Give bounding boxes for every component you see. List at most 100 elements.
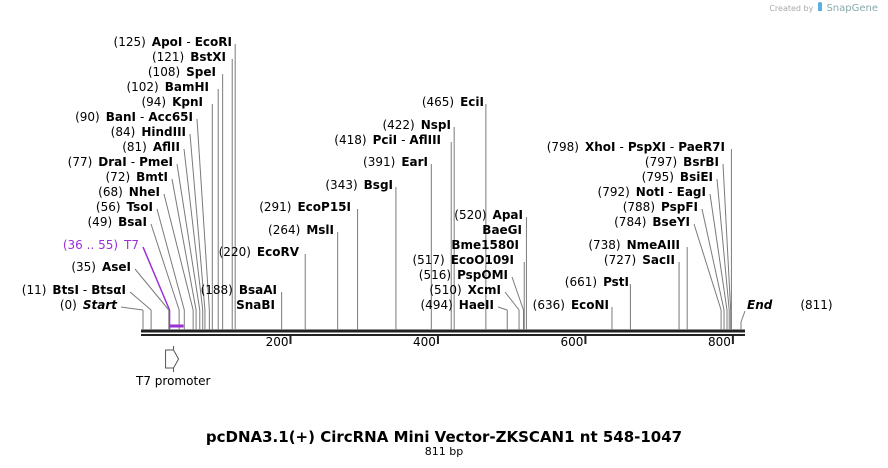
enzyme-name: SacII: [642, 253, 675, 267]
t7-promoter-arrow-icon[interactable]: [165, 349, 180, 369]
enzyme-name: TsoI: [126, 200, 153, 214]
enzyme-name: BsaAI: [238, 283, 277, 297]
leader-line: [142, 246, 171, 311]
site-label-pspfi[interactable]: (788) PspFI: [623, 200, 698, 214]
credit-brand: SnapGene: [826, 3, 878, 14]
site-label-ecoo109i[interactable]: (517) EcoO109I: [412, 253, 514, 267]
site-label-ecii[interactable]: (465) EciI: [422, 95, 484, 109]
leader-line: [163, 193, 194, 311]
site-position: (788): [622, 200, 656, 214]
site-position: (11): [21, 283, 47, 297]
site-position: (494): [420, 298, 453, 312]
leader-line: [150, 223, 180, 311]
site-label-bsai[interactable]: (49) BsaI: [88, 215, 148, 229]
site-label-bme1580i[interactable]: Bme1580I: [451, 238, 519, 252]
site-label-nspi[interactable]: (422) NspI: [382, 118, 451, 132]
site-label-bsgi[interactable]: (343) BsgI: [325, 178, 393, 192]
site-label-nhei[interactable]: (68) NheI: [98, 185, 160, 199]
axis-tick-label: 600: [560, 335, 584, 349]
enzyme-name: EcoNI: [570, 298, 609, 312]
site-label-xhoi[interactable]: (798) XhoI - PspXI - PaeR7I: [547, 140, 725, 154]
end-position: (811): [800, 298, 833, 312]
site-label-bani[interactable]: (90) BanI - Acc65I: [75, 110, 193, 124]
enzyme-name: XhoI: [584, 140, 616, 154]
name-separator: -: [668, 185, 673, 199]
enzyme-name: HindIII: [141, 125, 186, 139]
site-position: (510): [429, 283, 462, 297]
site-label-pcii[interactable]: (418) PciI - AflIII: [334, 133, 441, 147]
site-label-apai[interactable]: (520) ApaI: [454, 208, 523, 222]
enzyme-name: SnaBI: [236, 298, 275, 312]
site-position: (102): [126, 80, 159, 94]
name-separator: -: [401, 133, 406, 147]
site-label-ecop15i[interactable]: (291) EcoP15I: [259, 200, 351, 214]
site-position: (291): [259, 200, 292, 214]
site-label-kpni[interactable]: (94) KpnI: [141, 95, 203, 109]
enzyme-name: Bme1580I: [451, 238, 519, 252]
site-position: (798): [546, 140, 579, 154]
site-label-drai[interactable]: (77) DraI - PmeI: [68, 155, 173, 169]
site-label-bstxi[interactable]: (121) BstXI: [152, 50, 226, 64]
site-label-bsaai[interactable]: (188) BsaAI: [201, 283, 277, 297]
end-label[interactable]: End (811): [747, 298, 833, 312]
site-label-msli[interactable]: (264) MslI: [268, 223, 334, 237]
site-label-apoi[interactable]: (125) ApoI - EcoRI: [114, 35, 232, 49]
site-label-noti[interactable]: (792) NotI - EagI: [598, 185, 706, 199]
site-label-tsoi[interactable]: (56) TsoI: [96, 200, 153, 214]
site-label-asei[interactable]: (35) AseI: [71, 260, 131, 274]
site-position: (188): [200, 283, 233, 297]
site-label-nmeaiii[interactable]: (738) NmeAIII: [588, 238, 680, 252]
site-position: (797): [644, 155, 678, 169]
site-label-bmti[interactable]: (72) BmtI: [106, 170, 169, 184]
site-label-xcmi[interactable]: (510) XcmI: [429, 283, 501, 297]
enzyme-name: BstXI: [190, 50, 226, 64]
site-label-psti[interactable]: (661) PstI: [565, 275, 629, 289]
enzyme-name: BsrBI: [683, 155, 719, 169]
site-position: (56): [95, 200, 121, 214]
site-position: (121): [151, 50, 185, 64]
enzyme-name: EcoRI: [194, 35, 232, 49]
site-label-t7[interactable]: (36 .. 55) T7: [63, 238, 139, 252]
site-label-btsi[interactable]: (11) BtsI - BtsαI: [22, 283, 126, 297]
name-separator: -: [186, 35, 191, 49]
axis-tick-label: 200: [265, 335, 289, 349]
site-label-start[interactable]: (0) Start: [60, 298, 117, 312]
site-label-baegi[interactable]: BaeGI: [482, 223, 522, 237]
leader-line: [171, 178, 197, 311]
site-label-ecorv[interactable]: (220) EcoRV: [219, 245, 299, 259]
site-label-spei[interactable]: (108) SpeI: [148, 65, 216, 79]
map-title: pcDNA3.1(+) CircRNA Mini Vector-ZKSCAN1 …: [205, 428, 683, 446]
site-label-bseyi[interactable]: (784) BseYI: [614, 215, 690, 229]
t7-promoter-label[interactable]: T7 promoter: [136, 374, 211, 388]
site-label-bsiei[interactable]: (795) BsiEI: [642, 170, 713, 184]
enzyme-name: Acc65I: [148, 110, 193, 124]
site-position: (792): [597, 185, 630, 199]
site-label-bsrbi[interactable]: (797) BsrBI: [645, 155, 719, 169]
site-label-snabi[interactable]: SnaBI: [236, 298, 275, 312]
site-label-bamhi[interactable]: (102) BamHI: [126, 80, 209, 94]
site-label-eari[interactable]: (391) EarI: [363, 155, 428, 169]
enzyme-name: T7: [124, 238, 139, 252]
enzyme-name: EagI: [676, 185, 706, 199]
enzyme-name: NspI: [420, 118, 451, 132]
site-label-haeii[interactable]: (494) HaeII: [421, 298, 495, 312]
end-name: End: [747, 298, 773, 312]
site-label-aflii[interactable]: (81) AflII: [122, 140, 180, 154]
site-position: (465): [421, 95, 455, 109]
enzyme-name: EarI: [401, 155, 428, 169]
site-label-econi[interactable]: (636) EcoNI: [533, 298, 609, 312]
site-position: (727): [603, 253, 637, 267]
map-length: 811 bp: [424, 445, 464, 458]
site-position: (72): [105, 170, 131, 184]
enzyme-name: BtsI: [52, 283, 79, 297]
enzyme-name: BsiEI: [679, 170, 713, 184]
site-label-sacii[interactable]: (727) SacII: [604, 253, 675, 267]
site-label-pspomi[interactable]: (516) PspOMI: [419, 268, 508, 282]
site-label-hindiii[interactable]: (84) HindIII: [111, 125, 186, 139]
leader-line: [709, 193, 728, 311]
leader-line: [693, 223, 722, 311]
enzyme-name: ApaI: [492, 208, 523, 222]
site-position: (77): [67, 155, 93, 169]
